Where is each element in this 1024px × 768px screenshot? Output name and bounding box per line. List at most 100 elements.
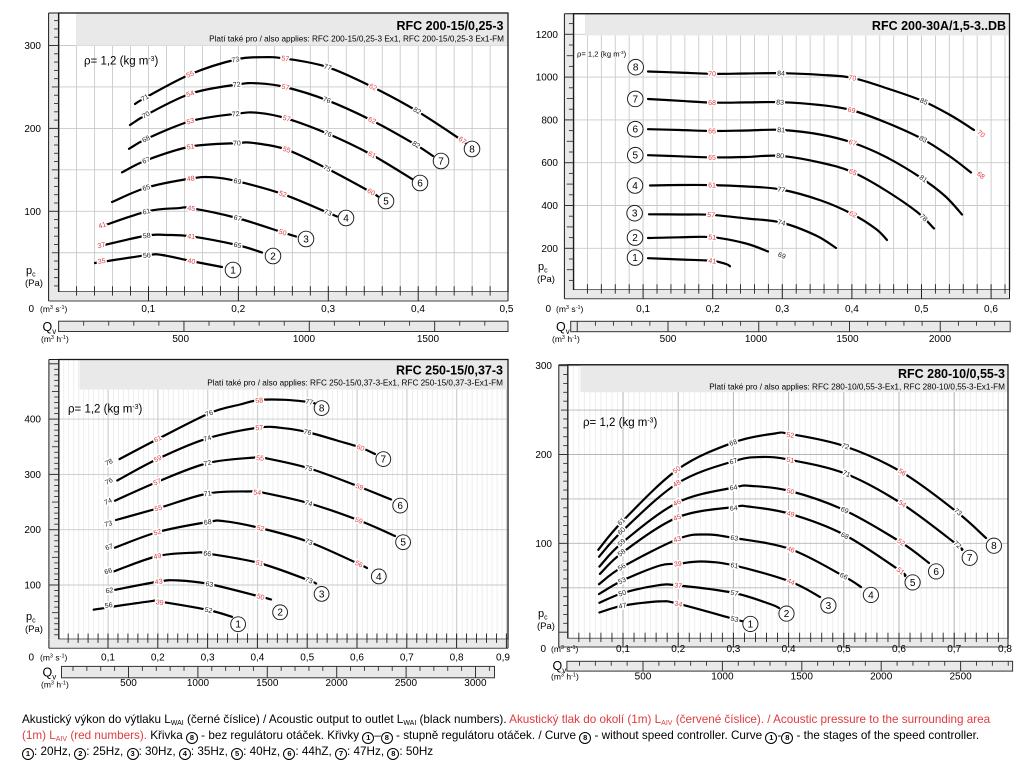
svg-text:4: 4 <box>376 572 382 583</box>
svg-text:pc: pc <box>26 611 36 625</box>
svg-text:0,2: 0,2 <box>671 644 685 655</box>
svg-text:65: 65 <box>233 242 242 251</box>
svg-text:69: 69 <box>847 107 856 116</box>
svg-text:pc: pc <box>538 608 548 622</box>
svg-text:0,1: 0,1 <box>141 304 155 315</box>
svg-text:0,8: 0,8 <box>450 653 464 664</box>
svg-text:34: 34 <box>674 600 683 608</box>
svg-text:1: 1 <box>230 265 236 276</box>
svg-text:2: 2 <box>277 608 283 619</box>
svg-text:37: 37 <box>97 242 106 251</box>
svg-text:500: 500 <box>635 672 652 683</box>
svg-text:3: 3 <box>826 601 832 612</box>
svg-text:ρ= 1,2 (kg m-3): ρ= 1,2 (kg m-3) <box>68 404 143 416</box>
svg-text:53: 53 <box>730 615 739 624</box>
svg-text:72: 72 <box>233 81 242 89</box>
svg-text:400: 400 <box>541 201 558 212</box>
svg-text:41: 41 <box>187 233 196 241</box>
svg-text:pc: pc <box>538 261 548 275</box>
svg-text:8: 8 <box>469 144 475 155</box>
svg-text:0: 0 <box>545 304 551 315</box>
svg-text:2: 2 <box>632 233 638 244</box>
svg-text:52: 52 <box>204 607 213 616</box>
svg-text:6: 6 <box>933 567 939 578</box>
svg-text:RFC 200-30A/1,5-3..DB: RFC 200-30A/1,5-3..DB <box>872 19 1006 33</box>
svg-text:100: 100 <box>24 581 41 592</box>
svg-text:1200: 1200 <box>536 30 559 41</box>
svg-text:500: 500 <box>660 334 677 345</box>
svg-text:(m3 s-1): (m3 s-1) <box>551 644 579 654</box>
svg-text:2: 2 <box>784 609 790 620</box>
svg-text:5: 5 <box>633 151 639 162</box>
svg-text:6: 6 <box>633 125 639 136</box>
svg-text:(m3 s-1): (m3 s-1) <box>40 653 68 663</box>
svg-text:0,6: 0,6 <box>984 304 998 315</box>
svg-text:5: 5 <box>910 578 916 589</box>
svg-text:72: 72 <box>203 460 212 469</box>
svg-text:63: 63 <box>205 581 214 589</box>
svg-text:2000: 2000 <box>929 334 952 345</box>
svg-text:6: 6 <box>417 178 423 189</box>
svg-text:76: 76 <box>303 429 312 438</box>
svg-text:0: 0 <box>28 304 34 315</box>
svg-text:5: 5 <box>400 538 406 549</box>
svg-text:RFC 200-15/0,25-3: RFC 200-15/0,25-3 <box>396 19 503 33</box>
svg-text:500: 500 <box>172 334 189 345</box>
svg-text:83: 83 <box>776 99 784 106</box>
svg-text:0,3: 0,3 <box>726 644 740 655</box>
svg-text:51: 51 <box>786 457 795 465</box>
svg-text:57: 57 <box>281 84 290 93</box>
svg-text:100: 100 <box>24 207 41 218</box>
svg-text:51: 51 <box>255 560 264 569</box>
svg-text:500: 500 <box>120 678 137 689</box>
svg-text:ρ= 1,2 (kg m-3): ρ= 1,2 (kg m-3) <box>577 50 627 59</box>
svg-text:(Pa): (Pa) <box>537 621 555 632</box>
svg-text:0,7: 0,7 <box>947 644 961 655</box>
svg-text:62: 62 <box>105 587 114 595</box>
svg-text:66: 66 <box>203 550 212 558</box>
svg-text:3000: 3000 <box>464 678 487 689</box>
svg-text:61: 61 <box>708 182 716 189</box>
svg-text:1000: 1000 <box>745 334 768 345</box>
svg-text:77: 77 <box>777 186 786 194</box>
svg-text:300: 300 <box>535 361 552 372</box>
svg-text:4: 4 <box>343 213 349 224</box>
svg-text:8: 8 <box>991 541 997 552</box>
svg-text:(m3 s-1): (m3 s-1) <box>40 304 68 314</box>
svg-text:7: 7 <box>633 94 639 105</box>
svg-text:58: 58 <box>255 397 264 405</box>
svg-text:54: 54 <box>253 489 262 497</box>
svg-text:65: 65 <box>708 155 716 162</box>
svg-text:80: 80 <box>776 153 784 161</box>
svg-text:55: 55 <box>256 455 264 463</box>
svg-text:57: 57 <box>255 425 263 433</box>
svg-text:ρ= 1,2 (kg m-3): ρ= 1,2 (kg m-3) <box>84 56 159 68</box>
svg-text:600: 600 <box>541 158 558 169</box>
svg-text:50: 50 <box>256 593 265 602</box>
svg-text:0,3: 0,3 <box>775 304 789 315</box>
svg-text:61: 61 <box>730 562 739 570</box>
svg-text:1000: 1000 <box>293 334 316 345</box>
svg-text:200: 200 <box>541 244 558 255</box>
svg-text:66: 66 <box>708 128 716 135</box>
svg-text:300: 300 <box>24 41 41 52</box>
svg-text:48: 48 <box>186 175 195 183</box>
svg-text:1: 1 <box>235 620 241 631</box>
svg-text:0,4: 0,4 <box>411 304 425 315</box>
svg-text:0: 0 <box>540 644 546 655</box>
svg-text:56: 56 <box>104 602 113 610</box>
svg-text:0,7: 0,7 <box>400 653 414 664</box>
svg-text:56: 56 <box>143 252 151 260</box>
svg-text:3: 3 <box>632 209 638 220</box>
svg-text:300: 300 <box>24 470 41 481</box>
svg-text:0,3: 0,3 <box>201 653 215 664</box>
svg-text:84: 84 <box>777 71 785 78</box>
svg-text:7: 7 <box>967 553 973 564</box>
svg-text:63: 63 <box>730 535 739 543</box>
svg-text:39: 39 <box>155 599 164 607</box>
svg-text:2000: 2000 <box>870 672 893 683</box>
svg-text:800: 800 <box>541 115 558 126</box>
svg-text:(Pa): (Pa) <box>537 274 555 285</box>
svg-text:200: 200 <box>24 124 41 135</box>
svg-text:7: 7 <box>438 156 444 167</box>
